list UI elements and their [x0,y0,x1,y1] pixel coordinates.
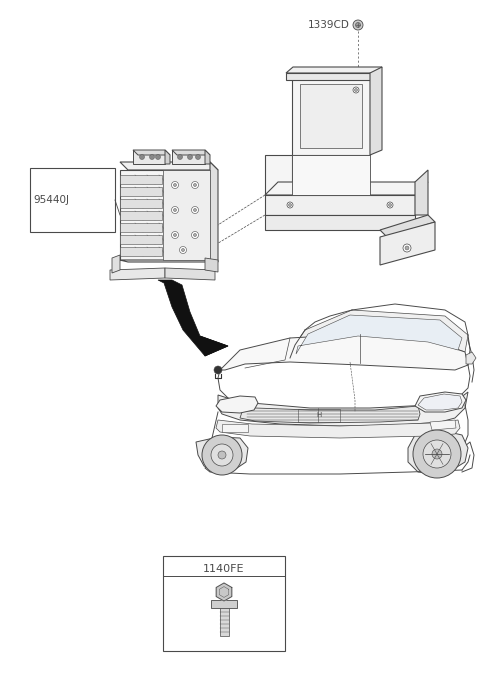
Polygon shape [112,255,120,273]
Polygon shape [418,394,462,410]
Circle shape [214,366,222,374]
Polygon shape [292,155,370,195]
Circle shape [171,206,179,214]
Polygon shape [133,150,170,155]
Circle shape [405,246,409,250]
Polygon shape [163,170,210,260]
Circle shape [195,155,201,159]
Polygon shape [120,247,162,256]
Polygon shape [466,352,476,364]
PathPatch shape [158,280,228,356]
Polygon shape [120,187,162,196]
Polygon shape [120,175,162,184]
Bar [163,556,285,651]
Text: 95440J: 95440J [33,195,69,205]
Circle shape [288,204,291,206]
Bar [30,168,115,232]
Circle shape [211,444,233,466]
Circle shape [178,155,182,159]
Circle shape [388,204,392,206]
Polygon shape [240,406,420,423]
Circle shape [171,232,179,238]
Polygon shape [219,608,228,636]
Polygon shape [380,215,435,237]
Circle shape [356,22,360,27]
Polygon shape [300,84,362,148]
Polygon shape [216,420,460,438]
Circle shape [192,182,199,189]
Circle shape [188,155,192,159]
Polygon shape [216,396,258,413]
Circle shape [149,155,155,159]
Circle shape [202,435,242,475]
Circle shape [173,183,177,187]
Polygon shape [290,310,468,352]
Circle shape [193,183,196,187]
Polygon shape [210,162,218,262]
Polygon shape [120,211,162,220]
Polygon shape [265,182,428,195]
Polygon shape [265,195,415,215]
Polygon shape [172,150,210,155]
Circle shape [353,20,363,30]
Polygon shape [218,392,468,426]
Polygon shape [415,170,428,215]
Circle shape [218,451,226,459]
Polygon shape [133,150,165,164]
Circle shape [355,89,358,91]
Text: H: H [316,412,322,418]
Polygon shape [265,155,292,195]
Polygon shape [292,78,370,155]
Circle shape [353,87,359,93]
Circle shape [413,430,461,478]
Polygon shape [120,235,162,244]
Polygon shape [172,150,205,164]
Polygon shape [120,162,218,170]
Polygon shape [220,334,468,370]
Polygon shape [165,268,215,280]
Circle shape [193,208,196,212]
Polygon shape [211,600,237,608]
Circle shape [192,232,199,238]
Circle shape [173,208,177,212]
Polygon shape [380,222,435,265]
Circle shape [192,206,199,214]
Polygon shape [415,392,466,412]
Circle shape [287,202,293,208]
Polygon shape [165,150,170,164]
Circle shape [171,182,179,189]
PathPatch shape [200,336,228,356]
Polygon shape [120,260,218,262]
Polygon shape [296,315,462,354]
Circle shape [387,202,393,208]
Polygon shape [265,215,415,230]
Text: 1140FE: 1140FE [203,564,245,574]
Circle shape [140,155,144,159]
Circle shape [193,234,196,236]
Polygon shape [120,223,162,232]
Circle shape [156,155,160,159]
Polygon shape [430,420,456,430]
Circle shape [423,440,451,468]
Polygon shape [120,199,162,208]
Polygon shape [370,67,382,155]
Polygon shape [205,258,218,272]
Polygon shape [110,268,165,280]
Polygon shape [196,437,248,472]
Circle shape [432,449,442,459]
Polygon shape [286,67,382,73]
Polygon shape [286,73,375,80]
Polygon shape [120,170,210,260]
Polygon shape [216,583,232,601]
Polygon shape [408,430,468,474]
Circle shape [403,244,411,252]
Circle shape [181,249,184,251]
Text: 1339CD: 1339CD [308,20,350,30]
Circle shape [173,234,177,236]
Polygon shape [222,424,248,432]
Polygon shape [205,150,210,164]
Circle shape [180,247,187,253]
